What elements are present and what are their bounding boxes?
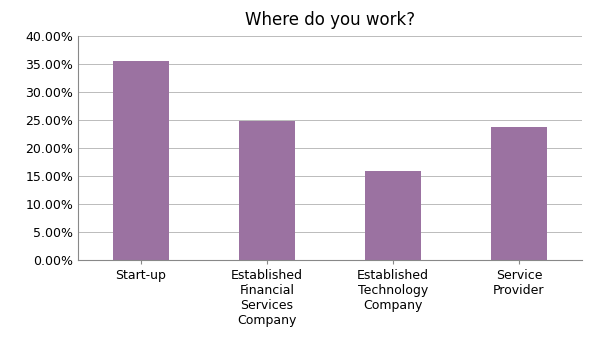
Bar (491, 127, 547, 260)
Bar (365, 171, 421, 260)
Bar (113, 61, 169, 260)
Bar (239, 121, 295, 260)
Title: Where do you work?: Where do you work? (245, 11, 415, 29)
